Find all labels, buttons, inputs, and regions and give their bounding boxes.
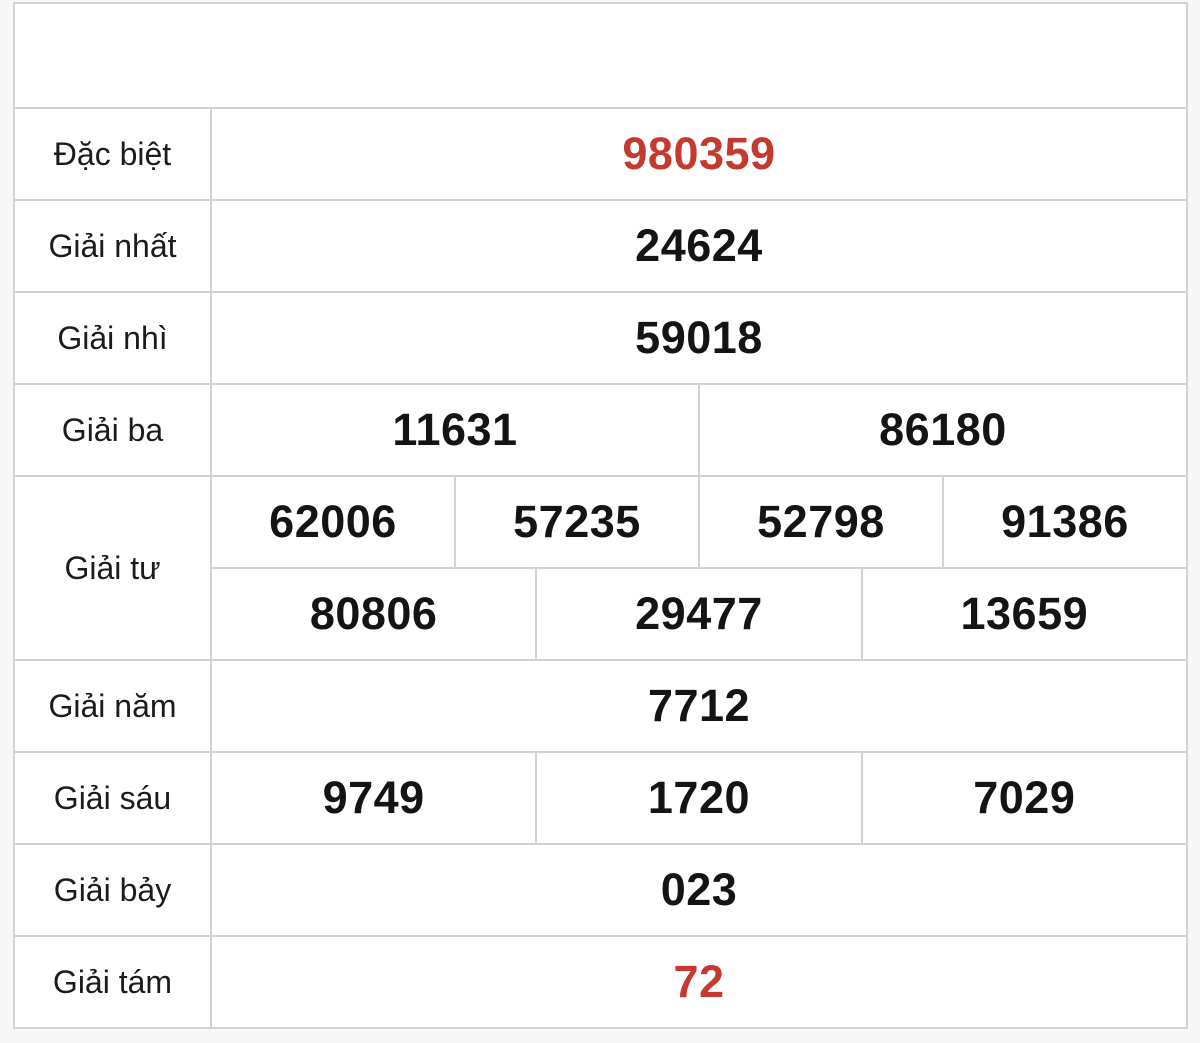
table-row-dac-biet: Đặc biệt 980359	[13, 107, 1188, 201]
prize-label-giai-bay: Giải bảy	[13, 843, 212, 937]
prize-value: 9749	[209, 751, 538, 845]
prize-label-giai-ba: Giải ba	[13, 383, 212, 477]
prize-value: 13659	[860, 567, 1188, 661]
prize-value: 57235	[453, 475, 700, 569]
prize-label-giai-nhi: Giải nhì	[13, 291, 212, 385]
table-row-giai-nhat: Giải nhất 24624	[13, 199, 1188, 293]
table-header-row: Xổ số Cà Mau Thứ Hai 15-09-2025	[13, 2, 1188, 109]
prize-label-dac-biet: Đặc biệt	[13, 107, 212, 201]
prize-value: 24624	[210, 199, 1188, 293]
table-row-giai-tu-line1: Giải tư 62006 57235 52798 91386	[13, 475, 1188, 661]
prize-label-giai-tu: Giải tư	[13, 475, 212, 661]
prize-value: 1720	[535, 751, 863, 845]
table-row-giai-sau: Giải sáu 9749 1720 7029	[13, 751, 1188, 845]
table-row-giai-bay: Giải bảy 023	[13, 843, 1188, 937]
prize-label-giai-tam: Giải tám	[13, 935, 212, 1029]
lottery-results-table: Xổ số Cà Mau Thứ Hai 15-09-2025 Đặc biệt…	[13, 2, 1188, 1029]
table-row-giai-tam: Giải tám 72	[13, 935, 1188, 1029]
prize-value: 52798	[697, 475, 944, 569]
prize-label-giai-nhat: Giải nhất	[13, 199, 212, 293]
prize-value: 91386	[941, 475, 1188, 569]
prize-value: 80806	[209, 567, 538, 661]
table-row-giai-nhi: Giải nhì 59018	[13, 291, 1188, 385]
prize-value: 29477	[535, 567, 863, 661]
table-row-giai-tu-line2: 80806 29477 13659	[14, 567, 1188, 661]
prize-value-special: 72	[210, 935, 1188, 1029]
table-row-giai-ba: Giải ba 11631 86180	[13, 383, 1188, 477]
prize-value: 86180	[697, 383, 1188, 477]
prize-label-giai-nam: Giải năm	[13, 659, 212, 753]
prize-value-special: 980359	[210, 107, 1188, 201]
prize-value: 7029	[860, 751, 1188, 845]
table-row-giai-nam: Giải năm 7712	[13, 659, 1188, 753]
prize-value: 62006	[210, 475, 456, 569]
prize-label-giai-sau: Giải sáu	[13, 751, 212, 845]
prize-value: 59018	[210, 291, 1188, 385]
page-title: Xổ số Cà Mau Thứ Hai 15-09-2025	[13, 2, 1188, 109]
prize-value: 7712	[210, 659, 1188, 753]
prize-value: 023	[210, 843, 1188, 937]
prize-value: 11631	[210, 383, 700, 477]
